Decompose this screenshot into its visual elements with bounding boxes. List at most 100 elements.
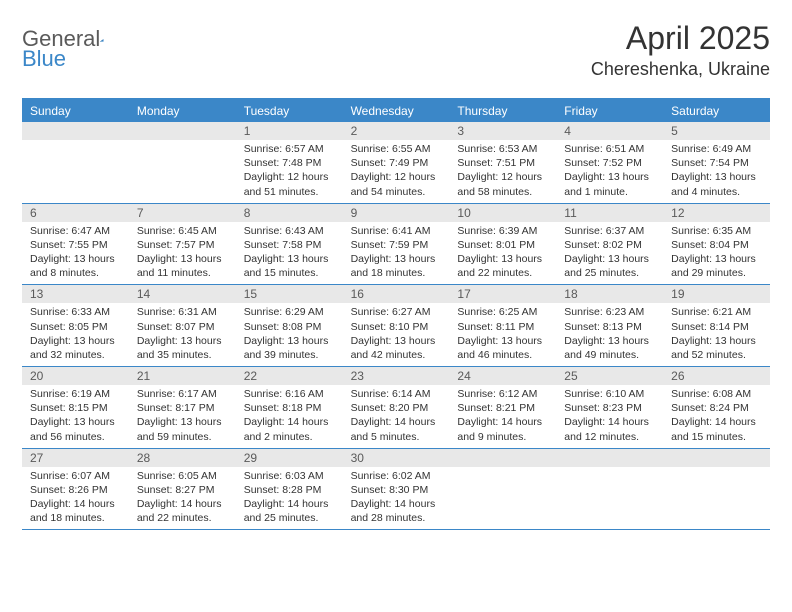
sunrise-text: Sunrise: 6:35 AM bbox=[671, 224, 762, 238]
calendar-cell bbox=[129, 122, 236, 203]
daylight-text: Daylight: 13 hours and 52 minutes. bbox=[671, 334, 762, 362]
calendar-cell: 25Sunrise: 6:10 AMSunset: 8:23 PMDayligh… bbox=[556, 367, 663, 448]
sunset-text: Sunset: 8:17 PM bbox=[137, 401, 228, 415]
day-body: Sunrise: 6:39 AMSunset: 8:01 PMDaylight:… bbox=[449, 222, 556, 285]
week-row: 13Sunrise: 6:33 AMSunset: 8:05 PMDayligh… bbox=[22, 285, 770, 367]
calendar-cell: 27Sunrise: 6:07 AMSunset: 8:26 PMDayligh… bbox=[22, 449, 129, 530]
sunset-text: Sunset: 8:13 PM bbox=[564, 320, 655, 334]
day-number: 11 bbox=[556, 204, 663, 222]
day-number: 29 bbox=[236, 449, 343, 467]
sunset-text: Sunset: 8:10 PM bbox=[351, 320, 442, 334]
daylight-text: Daylight: 13 hours and 22 minutes. bbox=[457, 252, 548, 280]
calendar-cell: 18Sunrise: 6:23 AMSunset: 8:13 PMDayligh… bbox=[556, 285, 663, 366]
day-header-mon: Monday bbox=[129, 100, 236, 122]
day-body: Sunrise: 6:37 AMSunset: 8:02 PMDaylight:… bbox=[556, 222, 663, 285]
sunset-text: Sunset: 7:52 PM bbox=[564, 156, 655, 170]
daylight-text: Daylight: 13 hours and 1 minute. bbox=[564, 170, 655, 198]
sunset-text: Sunset: 7:58 PM bbox=[244, 238, 335, 252]
day-number: 25 bbox=[556, 367, 663, 385]
day-number: 2 bbox=[343, 122, 450, 140]
daylight-text: Daylight: 13 hours and 4 minutes. bbox=[671, 170, 762, 198]
day-number: 13 bbox=[22, 285, 129, 303]
day-body: Sunrise: 6:33 AMSunset: 8:05 PMDaylight:… bbox=[22, 303, 129, 366]
day-number bbox=[22, 122, 129, 140]
daylight-text: Daylight: 13 hours and 39 minutes. bbox=[244, 334, 335, 362]
sunrise-text: Sunrise: 6:27 AM bbox=[351, 305, 442, 319]
title-block: April 2025 Chereshenka, Ukraine bbox=[591, 20, 770, 80]
week-row: 1Sunrise: 6:57 AMSunset: 7:48 PMDaylight… bbox=[22, 122, 770, 204]
calendar-cell bbox=[663, 449, 770, 530]
day-body: Sunrise: 6:51 AMSunset: 7:52 PMDaylight:… bbox=[556, 140, 663, 203]
calendar-cell: 3Sunrise: 6:53 AMSunset: 7:51 PMDaylight… bbox=[449, 122, 556, 203]
sunrise-text: Sunrise: 6:03 AM bbox=[244, 469, 335, 483]
sunrise-text: Sunrise: 6:12 AM bbox=[457, 387, 548, 401]
calendar-cell: 28Sunrise: 6:05 AMSunset: 8:27 PMDayligh… bbox=[129, 449, 236, 530]
calendar-cell: 13Sunrise: 6:33 AMSunset: 8:05 PMDayligh… bbox=[22, 285, 129, 366]
day-number: 5 bbox=[663, 122, 770, 140]
day-body: Sunrise: 6:57 AMSunset: 7:48 PMDaylight:… bbox=[236, 140, 343, 203]
day-body: Sunrise: 6:25 AMSunset: 8:11 PMDaylight:… bbox=[449, 303, 556, 366]
calendar-cell: 6Sunrise: 6:47 AMSunset: 7:55 PMDaylight… bbox=[22, 204, 129, 285]
day-number: 17 bbox=[449, 285, 556, 303]
logo-word-2: Blue bbox=[22, 46, 66, 72]
sunset-text: Sunset: 8:08 PM bbox=[244, 320, 335, 334]
daylight-text: Daylight: 13 hours and 46 minutes. bbox=[457, 334, 548, 362]
day-body: Sunrise: 6:41 AMSunset: 7:59 PMDaylight:… bbox=[343, 222, 450, 285]
calendar-cell: 12Sunrise: 6:35 AMSunset: 8:04 PMDayligh… bbox=[663, 204, 770, 285]
day-body: Sunrise: 6:17 AMSunset: 8:17 PMDaylight:… bbox=[129, 385, 236, 448]
day-header-thu: Thursday bbox=[449, 100, 556, 122]
month-title: April 2025 bbox=[591, 20, 770, 57]
sunrise-text: Sunrise: 6:14 AM bbox=[351, 387, 442, 401]
calendar: Sunday Monday Tuesday Wednesday Thursday… bbox=[22, 98, 770, 530]
day-number: 8 bbox=[236, 204, 343, 222]
day-number: 3 bbox=[449, 122, 556, 140]
day-number: 6 bbox=[22, 204, 129, 222]
sunset-text: Sunset: 8:21 PM bbox=[457, 401, 548, 415]
day-number: 23 bbox=[343, 367, 450, 385]
day-body: Sunrise: 6:27 AMSunset: 8:10 PMDaylight:… bbox=[343, 303, 450, 366]
daylight-text: Daylight: 13 hours and 18 minutes. bbox=[351, 252, 442, 280]
day-body: Sunrise: 6:55 AMSunset: 7:49 PMDaylight:… bbox=[343, 140, 450, 203]
sunset-text: Sunset: 8:07 PM bbox=[137, 320, 228, 334]
day-body: Sunrise: 6:10 AMSunset: 8:23 PMDaylight:… bbox=[556, 385, 663, 448]
calendar-cell: 19Sunrise: 6:21 AMSunset: 8:14 PMDayligh… bbox=[663, 285, 770, 366]
sunrise-text: Sunrise: 6:17 AM bbox=[137, 387, 228, 401]
calendar-cell: 8Sunrise: 6:43 AMSunset: 7:58 PMDaylight… bbox=[236, 204, 343, 285]
daylight-text: Daylight: 14 hours and 28 minutes. bbox=[351, 497, 442, 525]
sunrise-text: Sunrise: 6:39 AM bbox=[457, 224, 548, 238]
sunset-text: Sunset: 8:30 PM bbox=[351, 483, 442, 497]
day-header-sun: Sunday bbox=[22, 100, 129, 122]
sunrise-text: Sunrise: 6:41 AM bbox=[351, 224, 442, 238]
calendar-cell: 15Sunrise: 6:29 AMSunset: 8:08 PMDayligh… bbox=[236, 285, 343, 366]
daylight-text: Daylight: 13 hours and 29 minutes. bbox=[671, 252, 762, 280]
sunset-text: Sunset: 7:54 PM bbox=[671, 156, 762, 170]
sunset-text: Sunset: 8:11 PM bbox=[457, 320, 548, 334]
week-row: 27Sunrise: 6:07 AMSunset: 8:26 PMDayligh… bbox=[22, 449, 770, 531]
daylight-text: Daylight: 13 hours and 49 minutes. bbox=[564, 334, 655, 362]
day-number: 30 bbox=[343, 449, 450, 467]
calendar-cell: 14Sunrise: 6:31 AMSunset: 8:07 PMDayligh… bbox=[129, 285, 236, 366]
daylight-text: Daylight: 14 hours and 5 minutes. bbox=[351, 415, 442, 443]
day-number: 26 bbox=[663, 367, 770, 385]
day-number bbox=[556, 449, 663, 467]
calendar-cell: 4Sunrise: 6:51 AMSunset: 7:52 PMDaylight… bbox=[556, 122, 663, 203]
calendar-cell: 10Sunrise: 6:39 AMSunset: 8:01 PMDayligh… bbox=[449, 204, 556, 285]
sunset-text: Sunset: 8:15 PM bbox=[30, 401, 121, 415]
sunrise-text: Sunrise: 6:29 AM bbox=[244, 305, 335, 319]
sunset-text: Sunset: 7:49 PM bbox=[351, 156, 442, 170]
logo-triangle-icon bbox=[100, 31, 104, 49]
daylight-text: Daylight: 13 hours and 32 minutes. bbox=[30, 334, 121, 362]
calendar-cell: 30Sunrise: 6:02 AMSunset: 8:30 PMDayligh… bbox=[343, 449, 450, 530]
daylight-text: Daylight: 14 hours and 15 minutes. bbox=[671, 415, 762, 443]
day-body: Sunrise: 6:31 AMSunset: 8:07 PMDaylight:… bbox=[129, 303, 236, 366]
daylight-text: Daylight: 13 hours and 42 minutes. bbox=[351, 334, 442, 362]
daylight-text: Daylight: 12 hours and 58 minutes. bbox=[457, 170, 548, 198]
day-number: 7 bbox=[129, 204, 236, 222]
day-header-wed: Wednesday bbox=[343, 100, 450, 122]
calendar-cell: 29Sunrise: 6:03 AMSunset: 8:28 PMDayligh… bbox=[236, 449, 343, 530]
day-number bbox=[449, 449, 556, 467]
day-header-sat: Saturday bbox=[663, 100, 770, 122]
sunset-text: Sunset: 8:14 PM bbox=[671, 320, 762, 334]
daylight-text: Daylight: 14 hours and 2 minutes. bbox=[244, 415, 335, 443]
day-number: 12 bbox=[663, 204, 770, 222]
